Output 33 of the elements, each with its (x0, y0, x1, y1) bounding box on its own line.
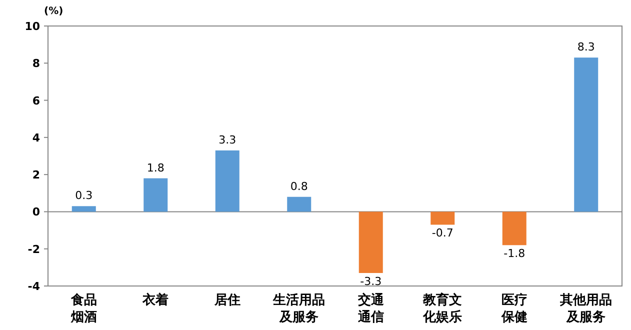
x-tick-label: 食品烟酒 (70, 293, 97, 325)
bar (502, 212, 526, 246)
y-tick-label: -2 (28, 242, 40, 256)
x-tick-label: 居住 (213, 293, 240, 308)
data-label: -3.3 (360, 275, 382, 288)
y-tick-label: 10 (24, 20, 40, 33)
bar (430, 212, 455, 225)
bar (144, 178, 168, 212)
data-label: 1.8 (146, 161, 164, 174)
data-label: 8.3 (577, 40, 595, 54)
bar (574, 58, 598, 212)
x-tick-label: 其他用品及服务 (559, 293, 612, 325)
x-tick-label: 生活用品及服务 (272, 293, 326, 325)
data-label: 3.3 (218, 133, 236, 146)
bar (287, 196, 312, 212)
y-tick-label: 6 (32, 94, 40, 108)
data-label: -1.8 (504, 247, 526, 260)
y-tick-label: 8 (32, 57, 40, 70)
bar (72, 206, 96, 212)
bar (215, 150, 240, 212)
x-tick-label: 交通通信 (356, 292, 385, 325)
data-label: -0.7 (432, 226, 454, 240)
x-tick-label: 医疗保健 (500, 292, 528, 325)
y-tick-label: 4 (32, 131, 40, 144)
y-tick-label: -4 (28, 280, 40, 293)
bar (358, 212, 383, 273)
data-label: 0.3 (75, 189, 93, 202)
y-axis-title: (%) (44, 6, 64, 17)
y-tick-label: 0 (32, 206, 40, 219)
x-tick-label: 衣着 (142, 292, 169, 308)
x-tick-label: 教育文化娱乐 (422, 292, 462, 325)
data-label: 0.8 (290, 180, 308, 193)
y-tick-label: 2 (32, 168, 40, 182)
